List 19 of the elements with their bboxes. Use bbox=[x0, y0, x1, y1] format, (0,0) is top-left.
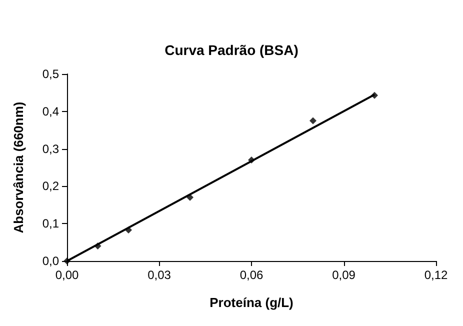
x-axis-title: Proteína (g/L) bbox=[210, 295, 294, 310]
x-tick-label: 0,06 bbox=[240, 268, 264, 282]
y-tick-label: 0,4 bbox=[42, 104, 60, 118]
y-tick-label: 0,0 bbox=[42, 254, 60, 268]
x-tick-label: 0,00 bbox=[55, 268, 79, 282]
x-tick-label: 0,09 bbox=[332, 268, 356, 282]
chart-title: Curva Padrão (BSA) bbox=[164, 42, 298, 58]
y-tick-label: 0,3 bbox=[42, 142, 60, 156]
point bbox=[125, 226, 132, 234]
y-tick-label: 0,2 bbox=[42, 179, 60, 194]
point bbox=[371, 92, 378, 99]
y-tick-label: 0,1 bbox=[42, 216, 60, 231]
point bbox=[310, 117, 316, 124]
x-tick-label: 0,03 bbox=[148, 268, 172, 282]
point bbox=[248, 156, 255, 164]
y-axis-title: Absorvância (660nm) bbox=[11, 102, 26, 234]
x-tick-label: 0,12 bbox=[424, 268, 448, 282]
point bbox=[94, 242, 102, 250]
y-tick-label: 0,5 bbox=[42, 67, 60, 81]
